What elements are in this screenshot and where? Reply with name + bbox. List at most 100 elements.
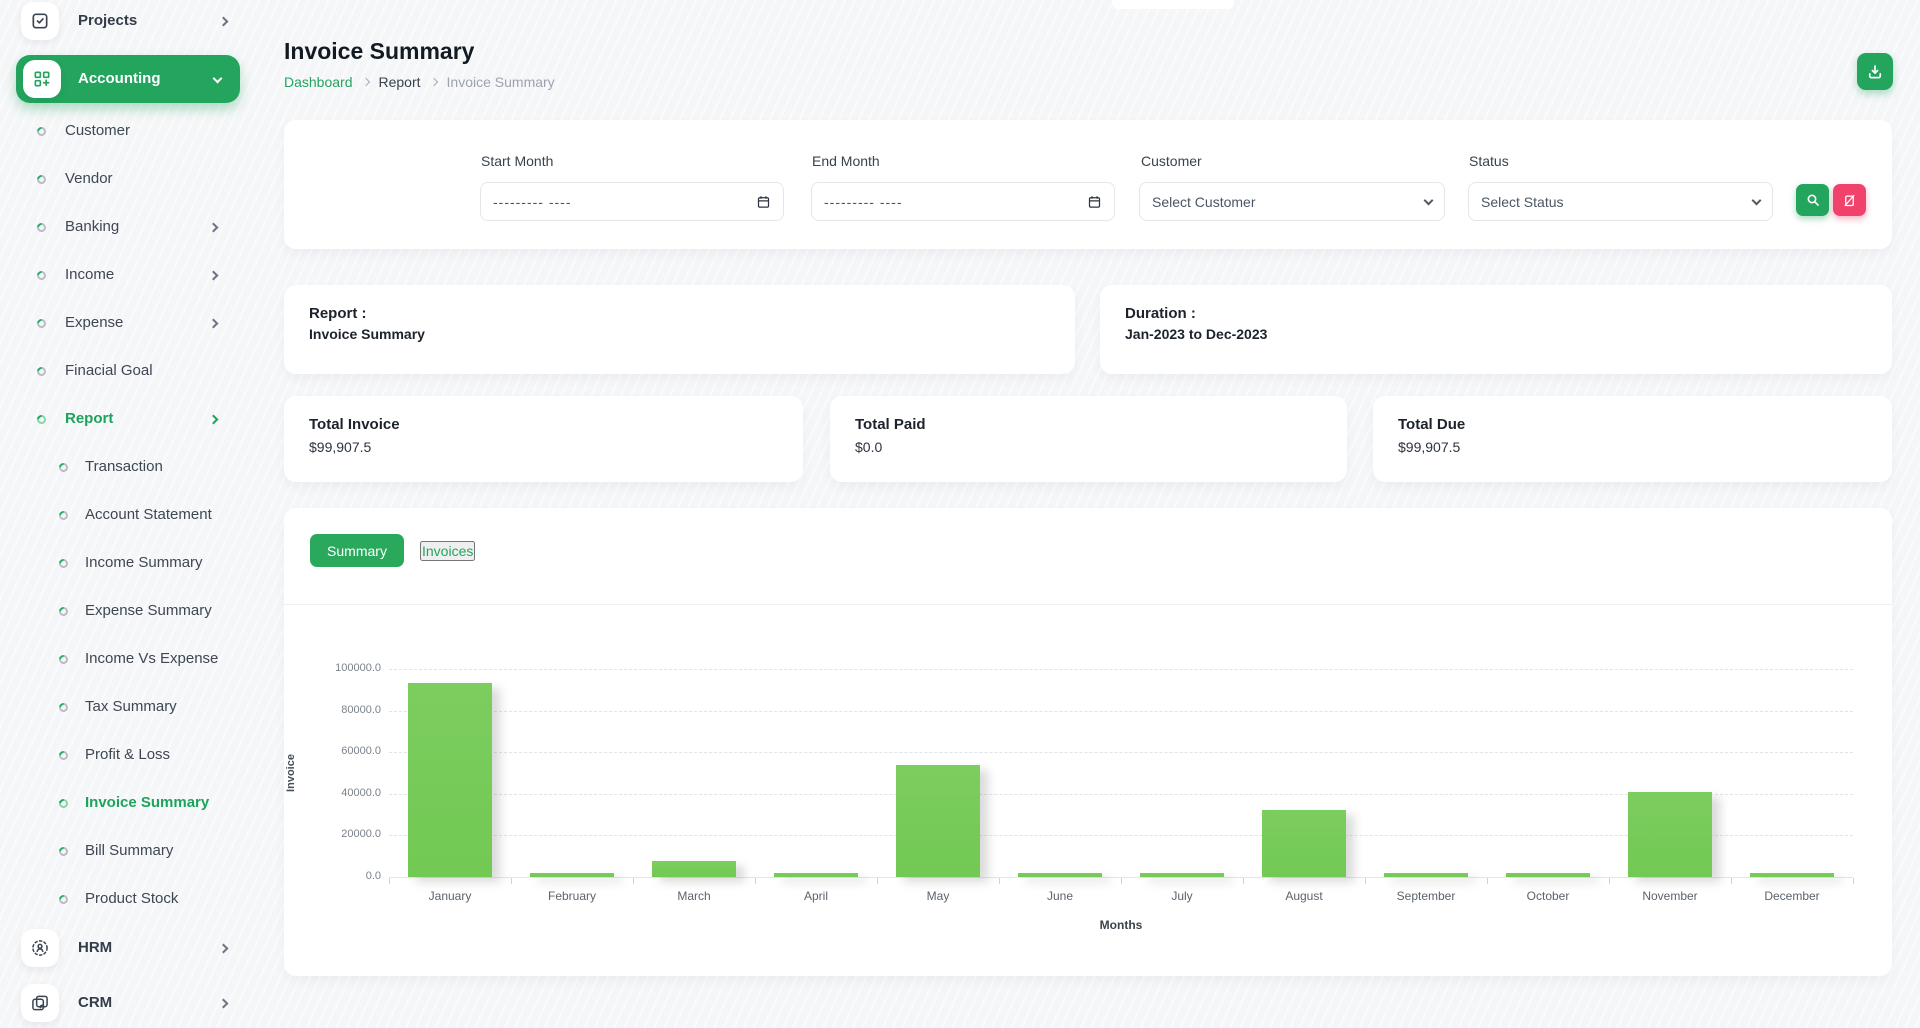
sidebar-item-invoice-summary[interactable]: Invoice Summary (0, 780, 260, 828)
chevron-right-icon (218, 16, 229, 27)
bullet-icon (35, 317, 48, 330)
sidebar-item-profit-loss[interactable]: Profit & Loss (0, 732, 260, 780)
y-gridline (389, 710, 1853, 712)
y-tick-label: 80000.0 (341, 703, 381, 716)
chevron-down-icon (1751, 195, 1762, 205)
sidebar-item-label: Product Stock (85, 890, 179, 907)
bullet-icon (35, 221, 48, 234)
bar-january[interactable] (408, 682, 492, 877)
customer-select[interactable]: Select Customer (1139, 182, 1445, 221)
projects-icon (21, 2, 59, 40)
breadcrumb-item-0[interactable]: Dashboard (284, 74, 353, 90)
x-axis-tick (1731, 878, 1732, 884)
sidebar-item-product-stock[interactable]: Product Stock (0, 876, 260, 924)
total-card-0: Total Invoice $99,907.5 (284, 396, 803, 482)
chart-area: 0.0 20000.0 40000.0 60000.0 80000.0 100000.0 J… (284, 508, 1892, 976)
sidebar-item-vendor[interactable]: Vendor (0, 156, 260, 204)
sidebar-item-banking[interactable]: Banking (0, 204, 260, 252)
y-gridline (389, 752, 1853, 754)
bar-june[interactable] (1018, 873, 1102, 877)
sidebar-item-crm[interactable]: CRM (0, 980, 260, 1028)
x-tick-label: December (1764, 889, 1820, 903)
x-tick-label: October (1526, 889, 1570, 903)
end-month-input[interactable]: --------- ---- (811, 182, 1115, 221)
x-axis-tick (755, 878, 756, 884)
sidebar-item-hrm[interactable]: HRM (0, 925, 260, 973)
total-card-value: $99,907.5 (309, 439, 372, 455)
tab-divider (284, 604, 1892, 605)
x-axis-tick (877, 878, 878, 884)
bar-november[interactable] (1628, 791, 1712, 877)
bar-october[interactable] (1506, 873, 1590, 877)
chevron-down-icon (1423, 195, 1434, 205)
sidebar-item-account-statement[interactable]: Account Statement (0, 492, 260, 540)
total-card-label: Total Invoice (309, 416, 400, 433)
x-tick-label: September (1396, 889, 1456, 903)
x-tick-label: June (1046, 889, 1074, 903)
bullet-icon (35, 173, 48, 186)
download-button[interactable] (1857, 53, 1893, 90)
sidebar-item-label: Projects (78, 12, 138, 29)
bullet-icon (57, 749, 70, 762)
sidebar-item-bill-summary[interactable]: Bill Summary (0, 828, 260, 876)
sidebar-item-label: Expense Summary (85, 602, 212, 619)
bar-august[interactable] (1262, 810, 1346, 877)
chevron-right-icon (218, 998, 229, 1009)
tab-summary[interactable]: Summary (310, 534, 404, 567)
x-tick-label: July (1171, 889, 1193, 903)
chevron-right-icon (208, 270, 219, 281)
chart-card: Summary Invoices 0.0 20000.0 40000.0 60000.0… (284, 508, 1892, 976)
status-select[interactable]: Select Status (1468, 182, 1773, 221)
bar-april[interactable] (774, 873, 858, 877)
bullet-icon (57, 797, 70, 810)
bullet-icon (57, 557, 70, 570)
sidebar-item-expense-summary[interactable]: Expense Summary (0, 588, 260, 636)
sidebar-item-label: Accounting (78, 70, 161, 87)
x-axis-tick (511, 878, 512, 884)
bar-march[interactable] (652, 861, 736, 877)
start-month-input[interactable]: --------- ---- (480, 182, 784, 221)
sidebar-item-customer[interactable]: Customer (0, 108, 260, 156)
sidebar-item-label: Profit & Loss (85, 746, 171, 763)
apply-filter-button[interactable] (1796, 184, 1829, 216)
breadcrumb-item-1[interactable]: Report (378, 74, 421, 90)
start-month-label: Start Month (481, 153, 554, 169)
sidebar-item-label: Vendor (65, 170, 113, 187)
sidebar-item-label: CRM (78, 994, 113, 1011)
sidebar-item-income-vs-expense[interactable]: Income Vs Expense (0, 636, 260, 684)
sidebar-item-projects[interactable]: Projects (0, 0, 260, 46)
chevron-right-icon (218, 943, 229, 954)
sidebar-item-label: Transaction (85, 458, 163, 475)
bar-december[interactable] (1750, 873, 1834, 877)
page-title: Invoice Summary (284, 38, 475, 64)
bullet-icon (57, 701, 70, 714)
reset-filter-button[interactable] (1833, 184, 1866, 216)
bar-february[interactable] (530, 873, 614, 877)
bar-july[interactable] (1140, 873, 1224, 877)
tab-invoices[interactable]: Invoices (420, 541, 476, 561)
duration-card-label: Duration : (1125, 305, 1196, 322)
total-card-1: Total Paid $0.0 (830, 396, 1347, 482)
sidebar-item-finacial-goal[interactable]: Finacial Goal (0, 348, 260, 396)
sidebar-item-income[interactable]: Income (0, 252, 260, 300)
sidebar-item-transaction[interactable]: Transaction (0, 444, 260, 492)
bar-september[interactable] (1384, 873, 1468, 877)
x-axis-tick (1853, 878, 1854, 884)
scrolled-card-edge (1112, 0, 1234, 9)
x-tick-label: January (428, 889, 472, 903)
bullet-icon (35, 269, 48, 282)
sidebar-item-income-summary[interactable]: Income Summary (0, 540, 260, 588)
calendar-icon[interactable] (1087, 194, 1102, 209)
bar-may[interactable] (896, 764, 980, 877)
y-tick-label: 0.0 (365, 870, 381, 882)
sidebar-item-accounting[interactable]: Accounting (16, 55, 240, 103)
sidebar-item-label: HRM (78, 939, 113, 956)
x-tick-label: February (547, 889, 597, 903)
sidebar-item-label: Bill Summary (85, 842, 174, 859)
sidebar-nav: Projects Accounting Customer Vendor Banking I… (0, 0, 260, 1023)
calendar-icon[interactable] (756, 194, 771, 209)
sidebar-item-label: Invoice Summary (85, 794, 210, 811)
sidebar-item-tax-summary[interactable]: Tax Summary (0, 684, 260, 732)
sidebar-item-report[interactable]: Report (0, 396, 260, 444)
sidebar-item-expense[interactable]: Expense (0, 300, 260, 348)
